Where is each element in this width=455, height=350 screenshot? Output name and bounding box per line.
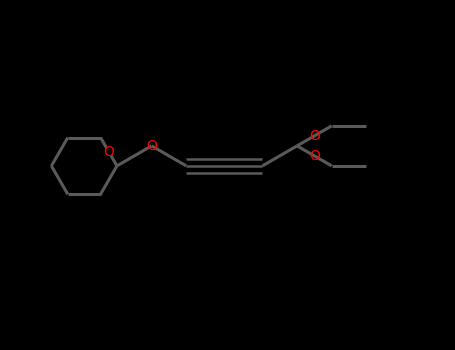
Text: O: O xyxy=(309,129,320,143)
Text: O: O xyxy=(146,139,157,153)
Text: O: O xyxy=(309,149,320,163)
Text: O: O xyxy=(103,145,114,159)
